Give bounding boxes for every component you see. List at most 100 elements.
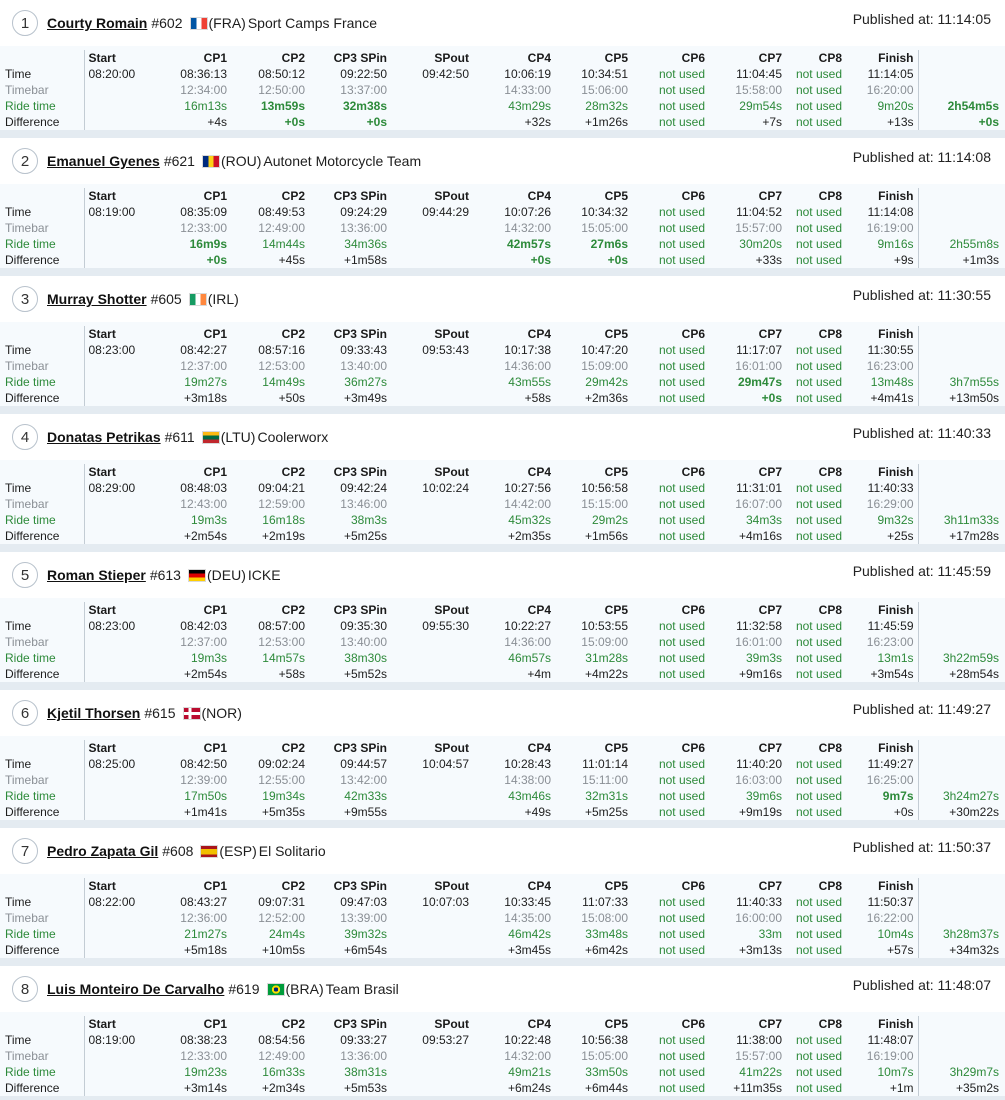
header-spacer — [917, 464, 1003, 480]
team-name: Coolerworx — [257, 429, 329, 445]
rider-name-link[interactable]: Luis Monteiro De Carvalho — [47, 981, 225, 997]
split-cell: 39m3s — [745, 651, 782, 665]
split-cell: +32s — [524, 115, 551, 129]
split-cell: 11:48:07 — [867, 1033, 914, 1047]
rank-badge: 1 — [12, 10, 38, 36]
split-cell: not used — [658, 651, 705, 665]
split-cell: +17m28s — [917, 528, 1003, 544]
column-header: SPout — [434, 51, 469, 65]
split-cell: +0s — [206, 253, 227, 267]
column-header: CP4 — [527, 603, 551, 617]
column-header: SPout — [434, 1017, 469, 1031]
split-cell: 13m48s — [870, 375, 914, 389]
row-label: Timebar — [5, 635, 49, 649]
header-spacer — [917, 602, 1003, 618]
split-cell — [391, 82, 473, 98]
split-cell: +2m54s — [183, 667, 227, 681]
split-cell: not used — [795, 789, 842, 803]
split-cell — [83, 390, 144, 406]
split-cell: 12:59:00 — [258, 497, 305, 511]
split-table: Start CP1 CP2 CP3 SPin SPout CP4 CP5 CP6 CP7 CP8 F… — [2, 50, 1003, 130]
split-cell: 16m9s — [189, 237, 227, 251]
rider-name-link[interactable]: Murray Shotter — [47, 291, 147, 307]
split-cell: 10:47:20 — [581, 343, 628, 357]
rider-card: 3 Murray Shotter #605 (IRL) Published at: 11… — [0, 276, 1005, 406]
column-header: CP6 — [681, 603, 705, 617]
column-header: CP8 — [818, 1017, 842, 1031]
rider-name-link[interactable]: Kjetil Thorsen — [47, 705, 141, 721]
column-header: CP7 — [758, 879, 782, 893]
split-cell: 16m13s — [184, 99, 227, 113]
flag-icon — [202, 432, 219, 443]
column-header: CP7 — [758, 741, 782, 755]
split-cell: +4m22s — [584, 667, 628, 681]
split-cell: 19m3s — [190, 513, 227, 527]
split-cell: 2h54m5s — [917, 98, 1003, 114]
split-cell: 09:24:29 — [340, 205, 387, 219]
split-cell: 29m47s — [737, 375, 782, 389]
split-cell: 10:07:26 — [504, 205, 551, 219]
split-cell: 15:11:00 — [582, 773, 628, 787]
split-cell: 13:40:00 — [340, 359, 387, 373]
header-spacer — [2, 188, 84, 204]
split-cell: 16:25:00 — [866, 773, 914, 787]
split-cell: 10:22:27 — [504, 619, 551, 633]
split-cell: 08:20:00 — [83, 66, 144, 82]
split-cell: 32m31s — [585, 789, 628, 803]
rank-badge: 5 — [12, 562, 38, 588]
published-label: Published at: — [852, 977, 938, 993]
split-cell: 9m16s — [877, 237, 914, 251]
split-cell: 29m2s — [591, 513, 628, 527]
split-cell: +2m54s — [183, 529, 227, 543]
header-spacer — [2, 602, 84, 618]
split-cell: 46m57s — [508, 651, 551, 665]
rider-name-link[interactable]: Courty Romain — [47, 15, 148, 31]
rider-name-link[interactable]: Pedro Zapata Gil — [47, 843, 159, 859]
rider-number: #613 — [149, 567, 181, 583]
split-cell: 16:23:00 — [866, 359, 914, 373]
rider-card: 8 Luis Monteiro De Carvalho #619 (BRA) Team … — [0, 966, 1005, 1096]
column-header: CP2 — [281, 1017, 305, 1031]
split-cell: 08:42:50 — [180, 757, 227, 771]
split-cell: +35m2s — [917, 1080, 1003, 1096]
split-cell: 15:15:00 — [581, 497, 628, 511]
split-cell: not used — [795, 205, 842, 219]
split-cell: not used — [658, 1033, 705, 1047]
column-header: CP1 — [203, 1017, 227, 1031]
row-label: Ride time — [5, 513, 56, 527]
split-cell: 08:22:00 — [83, 894, 144, 910]
published-label: Published at: — [852, 425, 938, 441]
split-cell: 42m57s — [506, 237, 551, 251]
split-cell: 09:42:50 — [422, 67, 469, 81]
split-cell: 13:39:00 — [340, 911, 387, 925]
split-cell: 10m4s — [877, 927, 914, 941]
published-label: Published at: — [852, 563, 938, 579]
column-header: Finish — [878, 1017, 914, 1031]
split-cell: not used — [795, 497, 842, 511]
split-cell: 08:42:27 — [180, 343, 227, 357]
rider-name-link[interactable]: Roman Stieper — [47, 567, 146, 583]
published-time: Published at: 11:14:08 — [853, 149, 991, 165]
country-code: (LTU) — [220, 429, 256, 445]
row-label: Difference — [5, 943, 60, 957]
row-label: Time — [5, 895, 32, 909]
split-row-time: Time 08:22:00 08:43:27 09:07:31 09:47:03 10:0… — [2, 894, 1003, 910]
split-cell: not used — [658, 911, 705, 925]
split-cell — [391, 512, 473, 528]
row-label: Difference — [5, 391, 60, 405]
split-cell: not used — [658, 1049, 705, 1063]
split-cell: 15:57:00 — [735, 1049, 782, 1063]
split-cell: +0s — [893, 805, 914, 819]
split-cell: 13:36:00 — [340, 1049, 387, 1063]
rider-name-link[interactable]: Donatas Petrikas — [47, 429, 161, 445]
split-header-row: Start CP1 CP2 CP3 SPin SPout CP4 CP5 CP6 CP7 CP8 F… — [2, 50, 1003, 66]
split-cell: 11:50:37 — [867, 895, 914, 909]
split-cell: 08:42:03 — [180, 619, 227, 633]
split-cell — [391, 1080, 473, 1096]
column-header: CP3 SPin — [333, 327, 387, 341]
split-cell: 08:23:00 — [83, 618, 144, 634]
rider-name-link[interactable]: Emanuel Gyenes — [47, 153, 160, 169]
split-cell: +34m32s — [917, 942, 1003, 958]
split-cell: not used — [658, 497, 705, 511]
flag-icon — [188, 570, 205, 581]
